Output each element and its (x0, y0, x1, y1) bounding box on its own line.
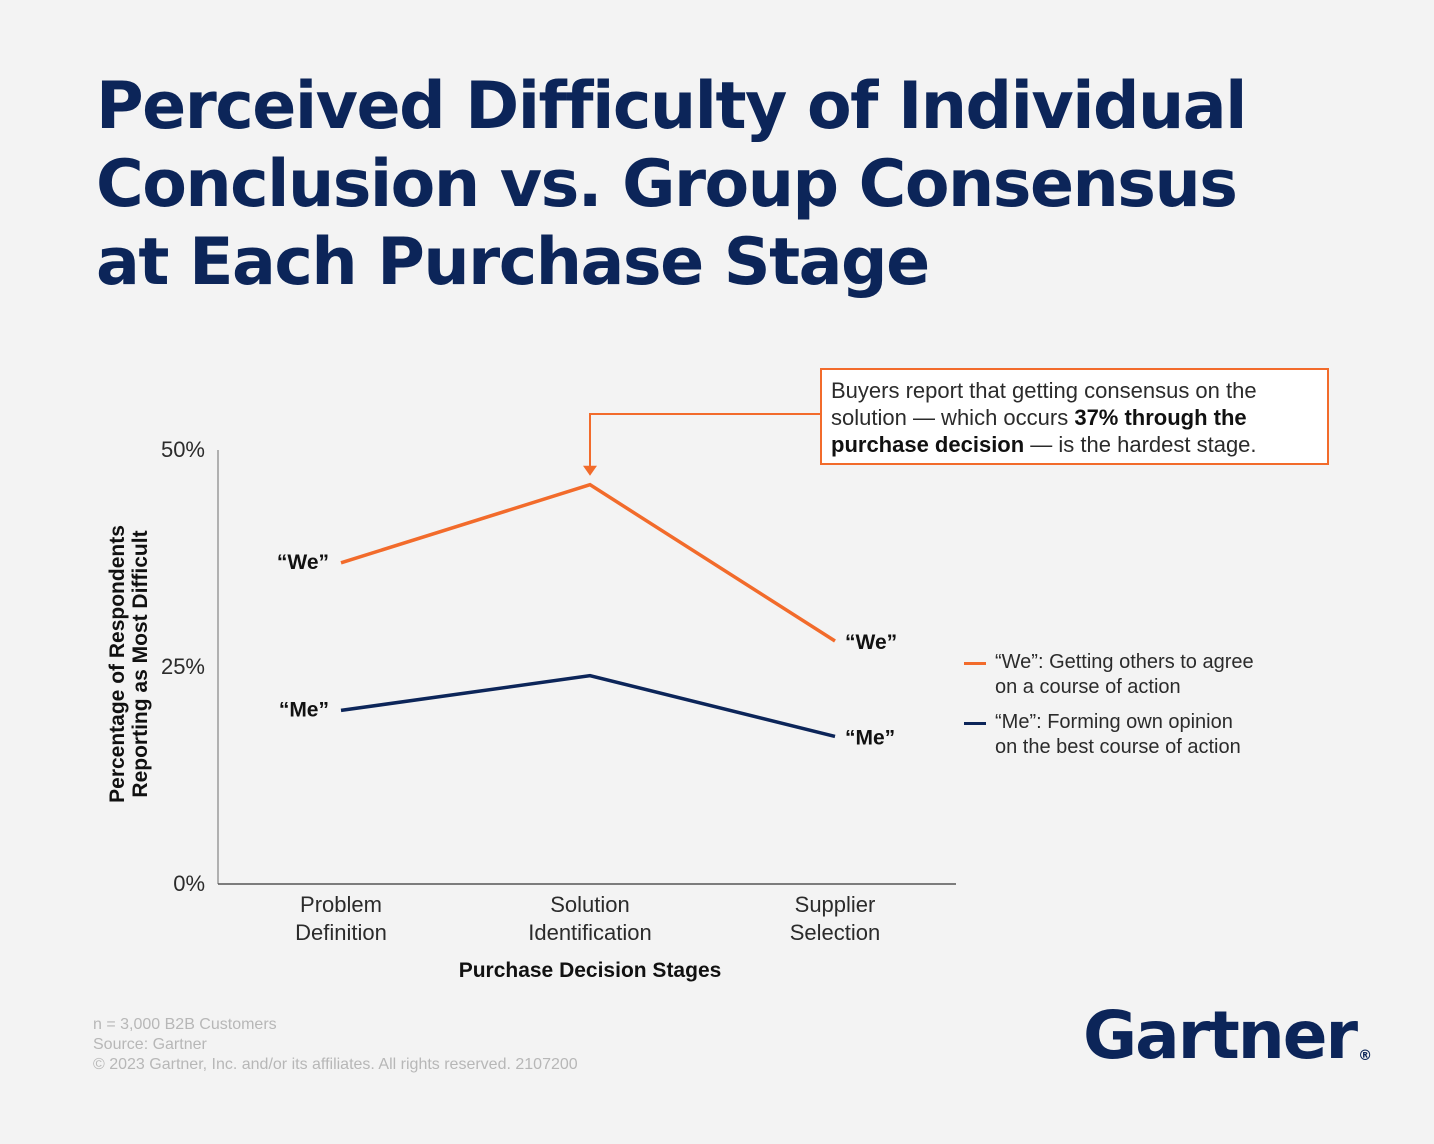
callout-line (589, 413, 820, 467)
series-line-me (340, 673, 836, 739)
x-category-label: Selection (790, 920, 881, 945)
annotation-text-end: — is the hardest stage. (1024, 432, 1257, 457)
series-start-label-me: “Me” (279, 698, 329, 721)
x-category-label: Solution (550, 892, 630, 917)
logo-text: Gartner (1083, 997, 1358, 1074)
y-tick-label: 25% (161, 654, 205, 679)
annotation-box: Buyers report that getting consensus on … (820, 368, 1329, 465)
x-category-label: Definition (295, 920, 387, 945)
footer-notes: n = 3,000 B2B Customers Source: Gartner … (93, 1015, 578, 1075)
source-note: Source: Gartner (93, 1036, 207, 1053)
copyright-note: © 2023 Gartner, Inc. and/or its affiliat… (93, 1056, 578, 1073)
series-end-label-we: “We” (845, 631, 897, 654)
x-category-label: Supplier (795, 892, 876, 917)
series-end-label-me: “Me” (845, 726, 895, 749)
chart-title: Perceived Difficulty of Individual Concl… (96, 68, 1336, 302)
legend-line: on a course of action (995, 676, 1181, 698)
callout-arrowhead (583, 465, 597, 476)
series-line-we (340, 482, 836, 643)
annotation-highlight: 37% through the purchase decision (831, 405, 1247, 457)
gartner-logo: Gartner ® (1083, 996, 1373, 1094)
x-category-label: Problem (300, 892, 382, 917)
x-axis-title: Purchase Decision Stages (459, 959, 722, 982)
legend-line: “We”: Getting others to agree (995, 651, 1254, 673)
x-category-label: Identification (528, 920, 652, 945)
y-tick-label: 50% (161, 437, 205, 462)
legend-text-me: “Me”: Forming own opinion on the best co… (995, 710, 1315, 760)
legend-swatch-me (964, 722, 986, 725)
legend-text-we: “We”: Getting others to agree on a cours… (995, 650, 1315, 700)
series-start-label-we: “We” (277, 551, 329, 574)
axes (217, 450, 956, 885)
y-ticks: 0% 25% 50% (161, 437, 205, 896)
legend-line: on the best course of action (995, 736, 1241, 758)
series-layer: “We” “We” “Me” “Me” (277, 482, 897, 749)
title-line: Conclusion vs. Group Consensus (96, 147, 1238, 222)
annotation-text: Buyers report that getting consensus on … (831, 378, 1257, 430)
registered-mark: ® (1358, 1048, 1373, 1064)
y-axis-title-line: Percentage of Respondents (106, 525, 129, 803)
y-tick-label: 0% (173, 871, 205, 896)
title-line: Perceived Difficulty of Individual (96, 69, 1247, 144)
legend-line: “Me”: Forming own opinion (995, 711, 1233, 733)
x-categories: Problem Definition Solution Identification S… (295, 892, 880, 945)
legend-swatch-we (964, 662, 986, 665)
title-line: at Each Purchase Stage (96, 225, 930, 300)
sample-size-note: n = 3,000 B2B Customers (93, 1016, 277, 1033)
y-axis-title: Percentage of Respondents Reporting as M… (106, 525, 152, 803)
y-axis-title-line: Reporting as Most Difficult (129, 530, 152, 797)
annotation-arrow (583, 413, 820, 476)
